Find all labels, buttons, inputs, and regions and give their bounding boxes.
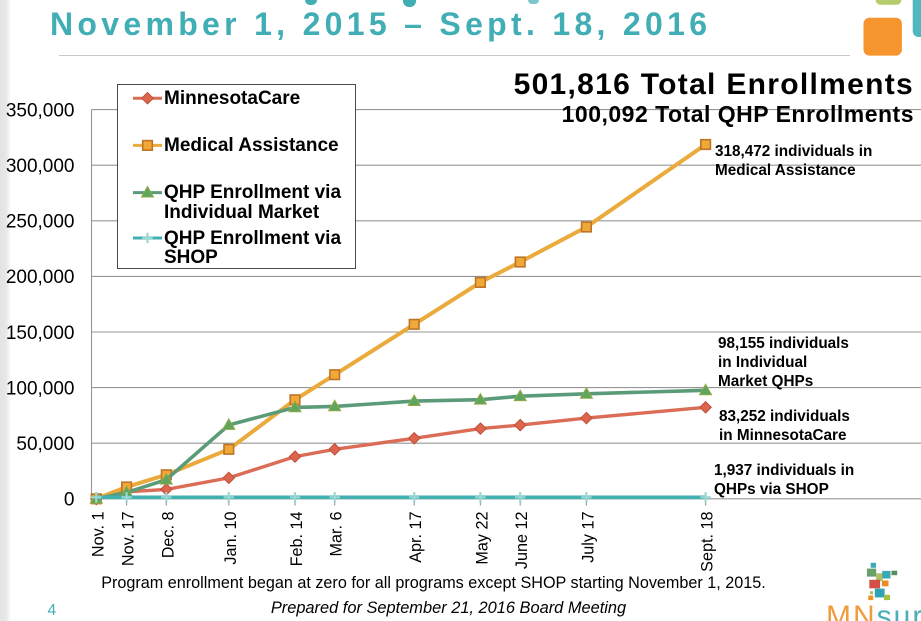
svg-text:June 12: June 12 bbox=[513, 512, 531, 570]
svg-text:0: 0 bbox=[64, 490, 75, 511]
svg-text:Feb. 14: Feb. 14 bbox=[288, 512, 306, 567]
svg-text:100,000: 100,000 bbox=[6, 378, 75, 399]
svg-text:Nov. 17: Nov. 17 bbox=[120, 512, 138, 567]
svg-text:Mar. 6: Mar. 6 bbox=[328, 512, 346, 557]
svg-text:Nov. 1: Nov. 1 bbox=[89, 512, 107, 558]
svg-text:Jan. 10: Jan. 10 bbox=[222, 512, 240, 565]
svg-text:50,000: 50,000 bbox=[16, 434, 74, 455]
svg-text:250,000: 250,000 bbox=[6, 212, 75, 233]
svg-text:350,000: 350,000 bbox=[6, 100, 75, 121]
svg-text:Apr. 17: Apr. 17 bbox=[407, 512, 425, 563]
svg-text:200,000: 200,000 bbox=[6, 267, 75, 288]
svg-text:Dec. 8: Dec. 8 bbox=[159, 512, 177, 559]
svg-text:May 22: May 22 bbox=[473, 512, 491, 565]
svg-text:July 17: July 17 bbox=[579, 512, 597, 563]
svg-text:Sept. 18: Sept. 18 bbox=[699, 512, 717, 572]
svg-text:150,000: 150,000 bbox=[6, 323, 75, 344]
svg-text:300,000: 300,000 bbox=[6, 156, 75, 177]
